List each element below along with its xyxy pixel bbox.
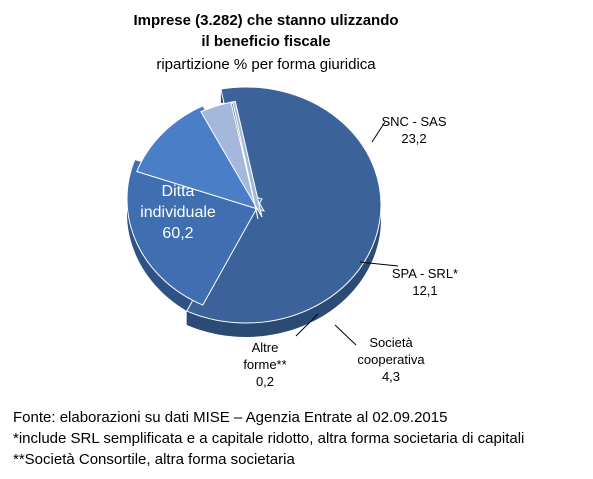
slice-value-1: 23,2	[401, 131, 426, 146]
slice-value-0: 60,2	[162, 225, 193, 242]
slice-name-1-0: SNC - SAS	[381, 114, 446, 129]
chart-title-line-2: il beneficio fiscale	[201, 33, 330, 50]
chart-title-line-1: Imprese (3.282) che stanno ulizzando	[133, 12, 398, 29]
leader-lines	[295, 121, 399, 346]
slice-name-0-0: Ditta	[162, 183, 195, 200]
slice-name-3-1: cooperativa	[357, 352, 425, 367]
slice-name-4-1: forme**	[243, 357, 286, 372]
slice-value-2: 12,1	[412, 283, 437, 298]
leader-line-2	[359, 261, 399, 267]
leader-line-4	[295, 313, 319, 337]
chart-subtitle: ripartizione % per forma giuridica	[156, 56, 376, 73]
footnote-srl: *include SRL semplificata e a capitale r…	[13, 430, 525, 447]
leader-line-1	[371, 121, 386, 143]
source-note: Fonte: elaborazioni su dati MISE – Agenz…	[13, 409, 448, 426]
slice-value-3: 4,3	[382, 369, 400, 384]
slice-name-0-1: individuale	[140, 204, 216, 221]
slice-name-3-0: Società	[369, 335, 413, 350]
slice-value-4: 0,2	[256, 374, 274, 389]
pie-slice-2	[136, 105, 266, 212]
slice-name-2-0: SPA - SRL*	[392, 266, 458, 281]
pie-slices	[126, 86, 382, 337]
leader-line-3	[334, 324, 357, 346]
pie-chart: Imprese (3.282) che stanno ulizzando il …	[126, 12, 458, 389]
pie-slice-4	[230, 102, 259, 220]
footnote-consortile: **Società Consortile, altra forma societ…	[13, 451, 295, 468]
slice-labels: Ditta individuale 60,2 SNC - SAS 23,2 SPA - S…	[140, 114, 458, 389]
footnotes: Fonte: elaborazioni su dati MISE – Agenz…	[13, 407, 524, 470]
pie-slice-3	[200, 100, 263, 218]
slice-name-4-0: Altre	[252, 340, 279, 355]
